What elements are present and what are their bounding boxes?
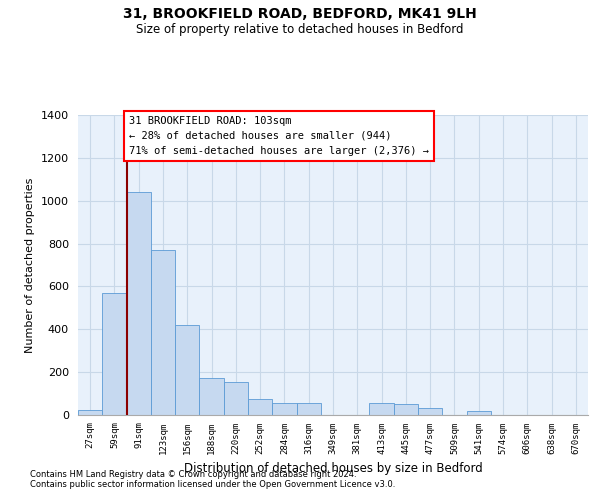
Bar [78, 410, 102, 415]
Text: Contains HM Land Registry data © Crown copyright and database right 2024.: Contains HM Land Registry data © Crown c… [30, 470, 356, 479]
Bar [199, 378, 224, 415]
Bar [248, 399, 272, 415]
Bar [175, 325, 199, 415]
Text: 31, BROOKFIELD ROAD, BEDFORD, MK41 9LH: 31, BROOKFIELD ROAD, BEDFORD, MK41 9LH [123, 8, 477, 22]
Text: 31 BROOKFIELD ROAD: 103sqm
← 28% of detached houses are smaller (944)
71% of sem: 31 BROOKFIELD ROAD: 103sqm ← 28% of deta… [129, 116, 429, 156]
Bar [296, 403, 321, 415]
Bar [102, 293, 127, 415]
Text: Size of property relative to detached houses in Bedford: Size of property relative to detached ho… [136, 22, 464, 36]
Bar [394, 404, 418, 415]
Bar [467, 410, 491, 415]
Text: Contains public sector information licensed under the Open Government Licence v3: Contains public sector information licen… [30, 480, 395, 489]
X-axis label: Distribution of detached houses by size in Bedford: Distribution of detached houses by size … [184, 462, 482, 475]
Bar [272, 403, 296, 415]
Bar [151, 250, 175, 415]
Y-axis label: Number of detached properties: Number of detached properties [25, 178, 35, 352]
Bar [224, 382, 248, 415]
Bar [418, 408, 442, 415]
Bar [370, 403, 394, 415]
Bar [127, 192, 151, 415]
